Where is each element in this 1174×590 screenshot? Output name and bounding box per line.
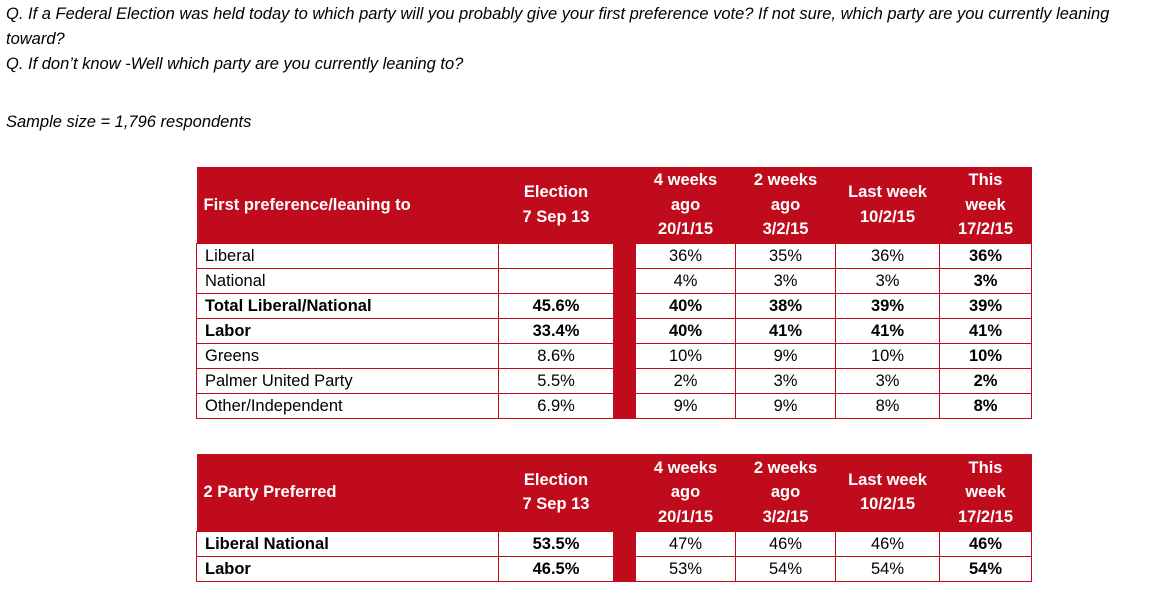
- cell-4-weeks: 9%: [635, 392, 736, 419]
- cell-last-week: 36%: [835, 242, 940, 269]
- col-header-2-weeks: 2 weeks ago 3/2/15: [735, 167, 836, 243]
- cell-2-weeks: 38%: [735, 292, 836, 319]
- cell-election: 45.6%: [498, 292, 614, 319]
- cell-election: [498, 267, 614, 294]
- table-header-label: 2 Party Preferred: [196, 454, 499, 531]
- gap-cell: [613, 267, 636, 294]
- cell-2-weeks: 46%: [735, 530, 836, 557]
- cell-last-week: 10%: [835, 342, 940, 369]
- table-row: Liberal National 53.5% 47% 46% 46% 46%: [196, 530, 1032, 557]
- cell-last-week: 46%: [835, 530, 940, 557]
- table-row: Labor 46.5% 53% 54% 54% 54%: [196, 555, 1032, 582]
- col-header-last-week: Last week 10/2/15: [835, 454, 940, 531]
- gap-cell: [613, 367, 636, 394]
- gap-cell: [613, 292, 636, 319]
- cell-2-weeks: 41%: [735, 317, 836, 344]
- cell-4-weeks: 4%: [635, 267, 736, 294]
- row-label: Other/Independent: [196, 392, 499, 419]
- gap-cell: [613, 342, 636, 369]
- col-header-last-week: Last week 10/2/15: [835, 167, 940, 243]
- cell-last-week: 39%: [835, 292, 940, 319]
- cell-this-week: 54%: [939, 555, 1032, 582]
- table-row: Palmer United Party 5.5% 2% 3% 3% 2%: [196, 367, 1032, 394]
- cell-this-week: 3%: [939, 267, 1032, 294]
- cell-4-weeks: 10%: [635, 342, 736, 369]
- cell-2-weeks: 3%: [735, 367, 836, 394]
- cell-election: 5.5%: [498, 367, 614, 394]
- cell-last-week: 3%: [835, 267, 940, 294]
- cell-this-week: 36%: [939, 242, 1032, 269]
- cell-last-week: 41%: [835, 317, 940, 344]
- cell-4-weeks: 36%: [635, 242, 736, 269]
- cell-4-weeks: 2%: [635, 367, 736, 394]
- two-party-preferred-table: 2 Party Preferred Election 7 Sep 13 4 wee…: [196, 454, 1032, 582]
- row-label: Liberal National: [196, 530, 499, 557]
- cell-election: 8.6%: [498, 342, 614, 369]
- cell-2-weeks: 9%: [735, 392, 836, 419]
- row-label: Labor: [196, 555, 499, 582]
- table-row: Greens 8.6% 10% 9% 10% 10%: [196, 342, 1032, 369]
- cell-last-week: 54%: [835, 555, 940, 582]
- col-header-4-weeks: 4 weeks ago 20/1/15: [635, 454, 736, 531]
- table-row: Labor 33.4% 40% 41% 41% 41%: [196, 317, 1032, 344]
- col-header-election: Election 7 Sep 13: [498, 454, 614, 531]
- cell-last-week: 3%: [835, 367, 940, 394]
- cell-this-week: 39%: [939, 292, 1032, 319]
- cell-this-week: 10%: [939, 342, 1032, 369]
- cell-4-weeks: 40%: [635, 317, 736, 344]
- cell-last-week: 8%: [835, 392, 940, 419]
- cell-this-week: 41%: [939, 317, 1032, 344]
- table-row: Total Liberal/National 45.6% 40% 38% 39%…: [196, 292, 1032, 319]
- question-1: Q. If a Federal Election was held today …: [6, 5, 1110, 48]
- col-header-4-weeks: 4 weeks ago 20/1/15: [635, 167, 736, 243]
- col-gap: [613, 167, 636, 243]
- col-gap: [613, 454, 636, 531]
- sample-size: Sample size = 1,796 respondents: [6, 113, 252, 131]
- cell-election: 6.9%: [498, 392, 614, 419]
- first-preference-table: First preference/leaning to Election 7 Se…: [196, 167, 1032, 419]
- table-header-row: First preference/leaning to Election 7 Se…: [196, 167, 1032, 243]
- cell-this-week: 2%: [939, 367, 1032, 394]
- cell-4-weeks: 53%: [635, 555, 736, 582]
- gap-cell: [613, 530, 636, 557]
- row-label: Greens: [196, 342, 499, 369]
- cell-2-weeks: 9%: [735, 342, 836, 369]
- row-label: Total Liberal/National: [196, 292, 499, 319]
- row-label: National: [196, 267, 499, 294]
- col-header-this-week: This week 17/2/15: [939, 167, 1032, 243]
- table-row: Other/Independent 6.9% 9% 9% 8% 8%: [196, 392, 1032, 419]
- col-header-election: Election 7 Sep 13: [498, 167, 614, 243]
- row-label: Liberal: [196, 242, 499, 269]
- table-row: Liberal 36% 35% 36% 36%: [196, 242, 1032, 269]
- cell-election: [498, 242, 614, 269]
- cell-election: 33.4%: [498, 317, 614, 344]
- cell-4-weeks: 47%: [635, 530, 736, 557]
- cell-this-week: 46%: [939, 530, 1032, 557]
- cell-2-weeks: 35%: [735, 242, 836, 269]
- cell-election: 46.5%: [498, 555, 614, 582]
- table-row: National 4% 3% 3% 3%: [196, 267, 1032, 294]
- cell-4-weeks: 40%: [635, 292, 736, 319]
- gap-cell: [613, 392, 636, 419]
- gap-cell: [613, 317, 636, 344]
- table-header-row: 2 Party Preferred Election 7 Sep 13 4 wee…: [196, 454, 1032, 531]
- cell-election: 53.5%: [498, 530, 614, 557]
- gap-cell: [613, 555, 636, 582]
- col-header-2-weeks: 2 weeks ago 3/2/15: [735, 454, 836, 531]
- row-label: Labor: [196, 317, 499, 344]
- table-header-label: First preference/leaning to: [196, 167, 499, 243]
- col-header-this-week: This week 17/2/15: [939, 454, 1032, 531]
- row-label: Palmer United Party: [196, 367, 499, 394]
- question-text: Q. If a Federal Election was held today …: [6, 2, 1170, 77]
- cell-this-week: 8%: [939, 392, 1032, 419]
- cell-2-weeks: 3%: [735, 267, 836, 294]
- cell-2-weeks: 54%: [735, 555, 836, 582]
- gap-cell: [613, 242, 636, 269]
- question-2: Q. If don’t know -Well which party are y…: [6, 55, 464, 73]
